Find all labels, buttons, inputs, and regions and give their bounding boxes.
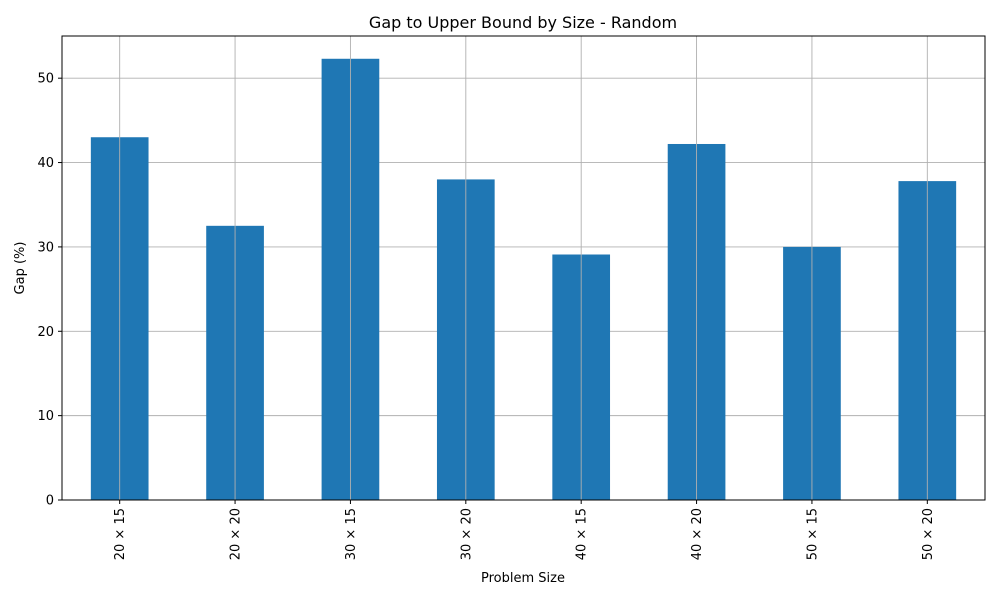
x-axis-label: Problem Size xyxy=(481,571,565,586)
y-tick-label: 50 xyxy=(37,72,54,87)
x-tick-label: 30 × 20 xyxy=(459,508,474,560)
grid-lines xyxy=(62,77,985,501)
chart-title: Gap to Upper Bound by Size - Random xyxy=(369,13,677,32)
x-tick-label: 50 × 20 xyxy=(921,508,936,560)
vertical-grid-lines xyxy=(119,36,928,500)
y-axis: 0 10 20 30 40 50 xyxy=(37,72,62,509)
x-tick-label: 50 × 15 xyxy=(805,508,820,560)
y-tick-label: 10 xyxy=(37,409,54,424)
plot-frame xyxy=(61,35,986,501)
x-axis: 20 × 15 20 × 20 30 × 15 30 × 20 40 × 15 40 × … xyxy=(113,500,936,560)
x-tick-label: 40 × 20 xyxy=(690,508,705,560)
x-tick-label: 20 × 15 xyxy=(113,508,128,560)
y-tick-label: 0 xyxy=(46,494,54,509)
y-tick-label: 40 xyxy=(37,156,54,171)
y-tick-label: 30 xyxy=(37,240,54,255)
x-tick-label: 20 × 20 xyxy=(229,508,244,560)
x-tick-label: 40 × 15 xyxy=(575,508,590,560)
bars xyxy=(90,58,957,500)
y-tick-label: 20 xyxy=(37,325,54,340)
x-tick-label: 30 × 15 xyxy=(344,508,359,560)
y-axis-label: Gap (%) xyxy=(13,242,28,295)
